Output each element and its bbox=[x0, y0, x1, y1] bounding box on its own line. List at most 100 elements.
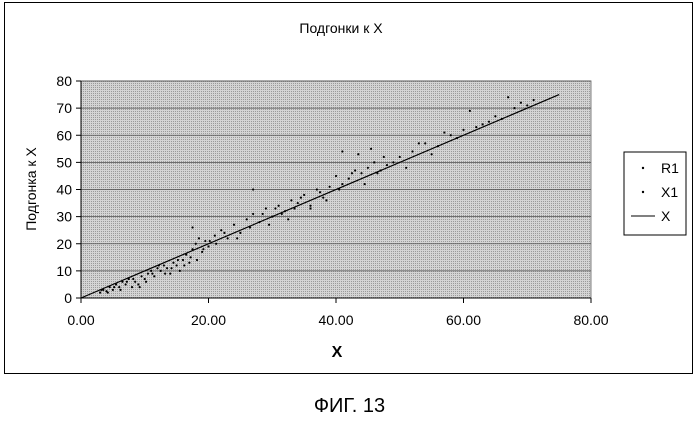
data-point-x1 bbox=[418, 142, 420, 144]
data-point-r1 bbox=[99, 291, 101, 293]
data-point-x1 bbox=[533, 99, 535, 101]
data-point-r1 bbox=[176, 264, 178, 266]
legend-dot-marker bbox=[642, 167, 644, 169]
y-tick-label: 60 bbox=[56, 127, 72, 143]
chart-svg: Подгонки к X 010203040506070800.0020.004… bbox=[5, 3, 694, 375]
legend: R1X1X bbox=[624, 152, 686, 235]
x-tick-label: 20.00 bbox=[191, 312, 226, 328]
data-point-x1 bbox=[383, 156, 385, 158]
data-point-x1 bbox=[341, 150, 343, 152]
chart-title: Подгонки к X bbox=[299, 20, 383, 36]
data-point-r1 bbox=[246, 218, 248, 220]
data-point-r1 bbox=[329, 186, 331, 188]
data-point-r1 bbox=[462, 129, 464, 131]
data-point-x1 bbox=[139, 286, 141, 288]
data-point-x1 bbox=[319, 191, 321, 193]
y-tick-label: 30 bbox=[56, 209, 72, 225]
data-point-r1 bbox=[303, 194, 305, 196]
data-point-r1 bbox=[278, 205, 280, 207]
data-point-r1 bbox=[220, 229, 222, 231]
data-point-r1 bbox=[399, 156, 401, 158]
data-point-x1 bbox=[202, 248, 204, 250]
legend-label: X1 bbox=[661, 184, 678, 200]
data-point-r1 bbox=[475, 126, 477, 128]
data-point-x1 bbox=[252, 188, 254, 190]
data-point-r1 bbox=[252, 213, 254, 215]
data-point-r1 bbox=[373, 161, 375, 163]
data-point-r1 bbox=[198, 237, 200, 239]
data-point-x1 bbox=[209, 240, 211, 242]
data-point-r1 bbox=[233, 224, 235, 226]
data-point-x1 bbox=[113, 286, 115, 288]
data-point-x1 bbox=[132, 278, 134, 280]
data-point-x1 bbox=[183, 264, 185, 266]
data-point-r1 bbox=[179, 270, 181, 272]
data-point-r1 bbox=[125, 283, 127, 285]
data-point-r1 bbox=[112, 289, 114, 291]
data-point-r1 bbox=[424, 142, 426, 144]
data-point-r1 bbox=[335, 175, 337, 177]
data-point-r1 bbox=[513, 107, 515, 109]
data-point-r1 bbox=[316, 188, 318, 190]
data-point-r1 bbox=[188, 262, 190, 264]
data-point-r1 bbox=[169, 272, 171, 274]
data-point-x1 bbox=[164, 272, 166, 274]
data-point-x1 bbox=[236, 237, 238, 239]
data-point-x1 bbox=[405, 167, 407, 169]
data-point-x1 bbox=[170, 267, 172, 269]
data-point-r1 bbox=[118, 286, 120, 288]
data-point-r1 bbox=[207, 245, 209, 247]
y-tick-label: 50 bbox=[56, 154, 72, 170]
data-point-x1 bbox=[274, 207, 276, 209]
data-point-r1 bbox=[354, 169, 356, 171]
data-point-r1 bbox=[147, 272, 149, 274]
data-point-r1 bbox=[195, 243, 197, 245]
data-point-r1 bbox=[290, 199, 292, 201]
data-point-r1 bbox=[201, 251, 203, 253]
data-point-r1 bbox=[163, 264, 165, 266]
data-point-x1 bbox=[151, 272, 153, 274]
data-point-r1 bbox=[386, 164, 388, 166]
legend-dot-marker bbox=[642, 191, 644, 193]
data-point-r1 bbox=[131, 286, 133, 288]
data-point-r1 bbox=[144, 278, 146, 280]
legend-label: R1 bbox=[661, 160, 679, 176]
data-point-x1 bbox=[126, 281, 128, 283]
data-point-r1 bbox=[297, 202, 299, 204]
data-point-x1 bbox=[262, 213, 264, 215]
data-point-r1 bbox=[214, 235, 216, 237]
data-point-x1 bbox=[351, 172, 353, 174]
data-point-r1 bbox=[309, 205, 311, 207]
data-point-r1 bbox=[367, 167, 369, 169]
data-point-x1 bbox=[494, 115, 496, 117]
data-point-x1 bbox=[268, 224, 270, 226]
x-tick-label: 40.00 bbox=[318, 312, 353, 328]
data-point-x1 bbox=[364, 183, 366, 185]
data-point-r1 bbox=[134, 281, 136, 283]
data-point-x1 bbox=[392, 161, 394, 163]
data-point-x1 bbox=[300, 197, 302, 199]
data-point-x1 bbox=[431, 153, 433, 155]
data-point-r1 bbox=[488, 121, 490, 123]
data-point-r1 bbox=[156, 267, 158, 269]
y-tick-label: 80 bbox=[56, 73, 72, 89]
x-tick-label: 60.00 bbox=[446, 312, 481, 328]
figure-caption: ФИГ. 13 bbox=[0, 395, 699, 418]
data-point-x1 bbox=[107, 291, 109, 293]
data-point-x1 bbox=[223, 232, 225, 234]
data-point-x1 bbox=[520, 102, 522, 104]
y-tick-label: 0 bbox=[64, 290, 72, 306]
data-point-r1 bbox=[172, 262, 174, 264]
data-point-r1 bbox=[239, 232, 241, 234]
data-point-x1 bbox=[177, 259, 179, 261]
data-point-x1 bbox=[191, 226, 193, 228]
data-point-x1 bbox=[190, 256, 192, 258]
data-point-r1 bbox=[265, 207, 267, 209]
data-point-r1 bbox=[137, 283, 139, 285]
data-point-r1 bbox=[360, 172, 362, 174]
data-point-r1 bbox=[204, 240, 206, 242]
data-point-r1 bbox=[150, 270, 152, 272]
data-point-r1 bbox=[182, 259, 184, 261]
data-point-x1 bbox=[145, 281, 147, 283]
data-point-x1 bbox=[357, 153, 359, 155]
